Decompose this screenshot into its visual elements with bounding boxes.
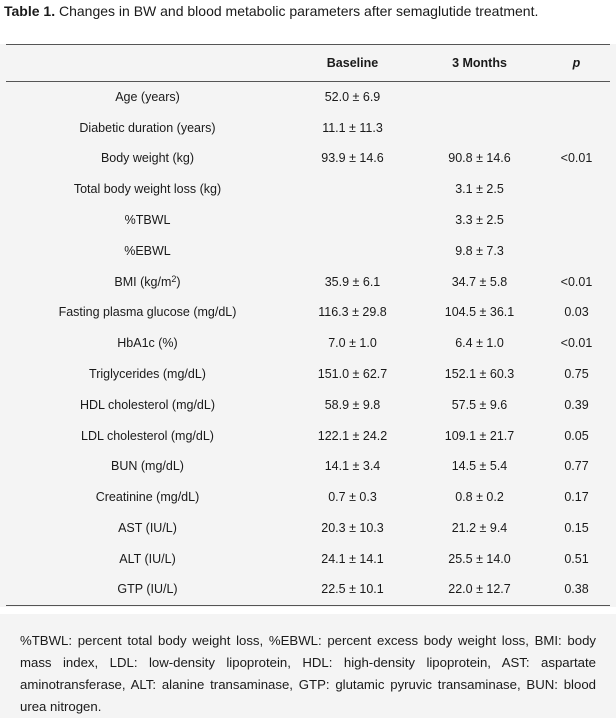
table-row: HbA1c (%) 7.0 ± 1.0 6.4 ± 1.0 <0.01 xyxy=(6,328,610,359)
baseline-value: 14.1 ± 3.4 xyxy=(324,459,381,474)
three-month-value: 9.8 ± 7.3 xyxy=(455,243,504,258)
row-label: BUN (mg/dL) xyxy=(111,459,184,474)
row-label: AST (IU/L) xyxy=(118,521,177,536)
p-value: 0.39 xyxy=(564,397,589,412)
baseline-value: 11.1 ± 11.3 xyxy=(322,120,383,135)
baseline-value: 116.3 ± 29.8 xyxy=(318,305,387,320)
header-3-months: 3 Months xyxy=(416,44,543,82)
table-row: HDL cholesterol (mg/dL) 58.9 ± 9.8 57.5 ± … xyxy=(6,389,610,420)
table-body: Age (years) 52.0 ± 6.9 Diabetic duration (… xyxy=(6,82,610,606)
table-row: Fasting plasma glucose (mg/dL) 116.3 ± 29… xyxy=(6,297,610,328)
three-month-value: 25.5 ± 14.0 xyxy=(448,551,511,566)
p-value: 0.03 xyxy=(564,305,589,320)
row-label: Creatinine (mg/dL) xyxy=(95,490,200,505)
footnote-text: %TBWL: percent total body weight loss, %… xyxy=(20,633,596,714)
table-row: Total body weight loss (kg) 3.1 ± 2.5 xyxy=(6,174,610,205)
row-label: GTP (IU/L) xyxy=(6,574,289,606)
table-row: %EBWL 9.8 ± 7.3 xyxy=(6,235,610,266)
p-value xyxy=(543,82,610,113)
three-month-value: 22.0 ± 12.7 xyxy=(416,574,543,606)
p-value: 0.15 xyxy=(564,521,589,536)
row-label: BMI (kg/m2) xyxy=(114,274,181,290)
p-value: <0.01 xyxy=(560,151,593,166)
baseline-value: 0.7 ± 0.3 xyxy=(328,490,377,505)
header-p-value: p xyxy=(543,44,610,82)
p-value: 0.38 xyxy=(543,574,610,606)
table-row: BUN (mg/dL) 14.1 ± 3.4 14.5 ± 5.4 0.77 xyxy=(6,451,610,482)
header-label-column xyxy=(6,44,289,82)
row-label: Total body weight loss (kg) xyxy=(73,182,222,197)
p-value: 0.51 xyxy=(564,551,589,566)
three-month-value: 152.1 ± 60.3 xyxy=(444,367,515,382)
three-month-value: 0.8 ± 0.2 xyxy=(455,490,504,505)
table-row: LDL cholesterol (mg/dL) 122.1 ± 24.2 109.1… xyxy=(6,420,610,451)
three-month-value: 6.4 ± 1.0 xyxy=(455,336,504,351)
baseline-value: 93.9 ± 14.6 xyxy=(321,151,384,166)
three-month-value: 3.3 ± 2.5 xyxy=(455,213,504,228)
three-month-value: 21.2 ± 9.4 xyxy=(451,521,508,536)
row-label: %TBWL xyxy=(124,213,171,228)
p-value: <0.01 xyxy=(560,336,593,351)
row-label: HbA1c (%) xyxy=(117,336,178,351)
table-caption-text: Changes in BW and blood metabolic parame… xyxy=(58,3,539,19)
p-value: <0.01 xyxy=(560,274,593,289)
p-value: 0.77 xyxy=(564,459,589,474)
row-label: Fasting plasma glucose (mg/dL) xyxy=(58,305,237,320)
p-value xyxy=(543,235,610,266)
table-row: BMI (kg/m2) 35.9 ± 6.1 34.7 ± 5.8 <0.01 xyxy=(6,266,610,297)
table-row: Creatinine (mg/dL) 0.7 ± 0.3 0.8 ± 0.2 0.17 xyxy=(6,482,610,513)
table-header-row: Baseline 3 Months p xyxy=(6,44,610,82)
data-table: Baseline 3 Months p Age (years) 52.0 ± 6.… xyxy=(6,44,610,606)
row-label: Diabetic duration (years) xyxy=(79,120,216,135)
p-value xyxy=(543,205,610,236)
table-row: Body weight (kg) 93.9 ± 14.6 90.8 ± 14.6 <0… xyxy=(6,143,610,174)
header-baseline: Baseline xyxy=(289,44,416,82)
p-value xyxy=(543,174,610,205)
table-row: ALT (IU/L) 24.1 ± 14.1 25.5 ± 14.0 0.51 xyxy=(6,543,610,574)
p-value xyxy=(543,112,610,143)
three-month-value: 109.1 ± 21.7 xyxy=(444,428,515,443)
three-month-value xyxy=(416,112,543,143)
baseline-value: 58.9 ± 9.8 xyxy=(324,397,381,412)
three-month-value: 104.5 ± 36.1 xyxy=(444,305,515,320)
three-month-value: 57.5 ± 9.6 xyxy=(451,397,508,412)
row-label: HDL cholesterol (mg/dL) xyxy=(79,397,215,412)
table-row: GTP (IU/L) 22.5 ± 10.1 22.0 ± 12.7 0.38 xyxy=(6,574,610,606)
p-value: 0.75 xyxy=(564,367,589,382)
baseline-value: 22.5 ± 10.1 xyxy=(289,574,416,606)
baseline-value: 35.9 ± 6.1 xyxy=(324,274,381,289)
p-value: 0.05 xyxy=(564,428,589,443)
baseline-value: 20.3 ± 10.3 xyxy=(321,521,384,536)
baseline-value: 122.1 ± 24.2 xyxy=(317,428,388,443)
table-caption: Table 1. Changes in BW and blood metabol… xyxy=(4,2,538,20)
row-label: Body weight (kg) xyxy=(100,151,195,166)
table-caption-label: Table 1. xyxy=(4,3,56,19)
three-month-value xyxy=(416,82,543,113)
table-row: %TBWL 3.3 ± 2.5 xyxy=(6,205,610,236)
baseline-value: 7.0 ± 1.0 xyxy=(328,336,377,351)
baseline-value: 151.0 ± 62.7 xyxy=(317,367,388,382)
table-row: Triglycerides (mg/dL) 151.0 ± 62.7 152.1 ±… xyxy=(6,359,610,390)
three-month-value: 3.1 ± 2.5 xyxy=(455,182,504,197)
table-row: Diabetic duration (years) 11.1 ± 11.3 xyxy=(6,112,610,143)
baseline-value: 52.0 ± 6.9 xyxy=(324,90,381,105)
p-value: 0.17 xyxy=(564,490,589,505)
baseline-value xyxy=(289,174,416,205)
row-label: LDL cholesterol (mg/dL) xyxy=(81,428,214,443)
row-label: ALT (IU/L) xyxy=(119,551,176,566)
baseline-value xyxy=(289,205,416,236)
table-row: Age (years) 52.0 ± 6.9 xyxy=(6,82,610,113)
row-label: Age (years) xyxy=(115,90,180,105)
table-row: AST (IU/L) 20.3 ± 10.3 21.2 ± 9.4 0.15 xyxy=(6,513,610,544)
baseline-value xyxy=(289,235,416,266)
three-month-value: 90.8 ± 14.6 xyxy=(448,151,511,166)
table-panel: Baseline 3 Months p Age (years) 52.0 ± 6.… xyxy=(0,44,616,607)
row-label: Triglycerides (mg/dL) xyxy=(89,367,206,382)
baseline-value: 24.1 ± 14.1 xyxy=(321,551,384,566)
three-month-value: 14.5 ± 5.4 xyxy=(451,459,508,474)
three-month-value: 34.7 ± 5.8 xyxy=(451,274,508,289)
footnote-panel: %TBWL: percent total body weight loss, %… xyxy=(0,614,616,718)
row-label: %EBWL xyxy=(124,243,171,258)
